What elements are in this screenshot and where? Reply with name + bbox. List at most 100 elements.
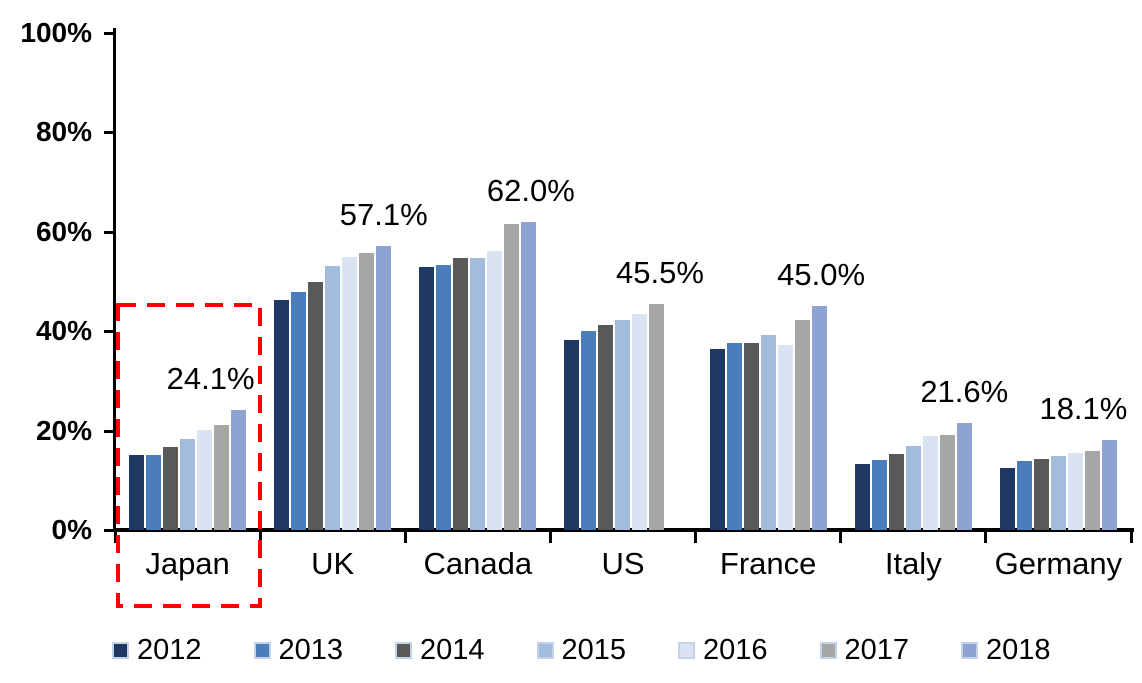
legend-swatch-icon — [112, 641, 129, 659]
y-axis-tick-label: 20% — [35, 414, 92, 446]
y-axis-tick — [104, 330, 114, 334]
bar-canada-2016 — [487, 250, 503, 530]
legend-swatch-icon — [961, 641, 978, 659]
y-axis-tick — [104, 230, 114, 234]
bar-germany-2018 — [1101, 440, 1117, 530]
bar-us-2014 — [598, 325, 614, 530]
legend-item-2012: 2012 — [112, 630, 202, 670]
legend: 2012 2013 2014 2015 2016 2017 2018 — [0, 630, 1142, 670]
bar-france-2013 — [726, 343, 742, 530]
x-axis-label-us: US — [601, 546, 645, 581]
legend-label: 2013 — [278, 633, 344, 666]
y-axis-tick — [104, 131, 114, 135]
x-axis-label-canada: Canada — [423, 546, 533, 581]
legend-label: 2012 — [137, 633, 202, 666]
legend-swatch-icon — [395, 641, 412, 659]
bar-canada-2013 — [436, 264, 452, 530]
legend-swatch-icon — [253, 641, 271, 659]
legend-label: 2018 — [986, 633, 1051, 666]
legend-label: 2014 — [420, 633, 485, 666]
bar-germany-2016 — [1067, 452, 1083, 530]
bar-france-2016 — [777, 344, 793, 530]
bar-germany-2014 — [1033, 458, 1049, 530]
legend-swatch-icon — [536, 641, 554, 659]
legend-item-2017: 2017 — [819, 630, 910, 670]
bar-group-us: 45.5% — [550, 33, 704, 530]
x-axis-label-france: France — [719, 546, 817, 581]
bar-us-2017 — [649, 303, 665, 530]
value-label-italy: 21.6% — [920, 373, 1009, 409]
bar-canada-2018 — [521, 221, 537, 530]
bar-germany-2017 — [1084, 450, 1100, 530]
y-axis-tick-label: 0% — [51, 514, 92, 545]
bar-group-uk: 57.1% — [260, 33, 428, 530]
x-axis-labels: Japan UK Canada US France Italy Germany — [115, 546, 1131, 582]
legend-label: 2017 — [844, 633, 910, 666]
bar-uk-2015 — [325, 265, 341, 530]
legend-item-2015: 2015 — [536, 630, 627, 670]
bar-canada-2015 — [470, 258, 486, 530]
bar-france-2012 — [709, 349, 725, 530]
bar-canada-2017 — [504, 223, 520, 530]
bar-group-canada: 62.0% — [405, 33, 575, 530]
bar-uk-2017 — [359, 252, 375, 530]
bar-uk-2018 — [376, 246, 392, 530]
legend-label: 2015 — [561, 633, 627, 666]
bar-us-2015 — [615, 320, 631, 530]
value-label-france: 45.0% — [777, 257, 866, 293]
bar-germany-2012 — [999, 467, 1015, 530]
bar-canada-2012 — [419, 267, 435, 530]
bar-italy-2015 — [905, 446, 921, 530]
legend-item-2014: 2014 — [395, 630, 485, 670]
x-axis-tick — [1129, 530, 1133, 543]
bar-us-2016 — [632, 313, 648, 530]
bar-italy-2013 — [871, 459, 887, 530]
bar-italy-2018 — [956, 422, 972, 530]
bar-us-2013 — [581, 331, 597, 530]
bar-japan-2012 — [129, 455, 145, 530]
value-label-germany: 18.1% — [1039, 391, 1128, 427]
bar-group-germany: 18.1% — [986, 33, 1131, 530]
legend-label: 2016 — [703, 633, 768, 666]
bar-uk-2012 — [274, 299, 290, 530]
x-axis-line — [113, 528, 1134, 532]
y-axis-tick-label: 40% — [35, 315, 92, 347]
bar-germany-2015 — [1050, 455, 1066, 530]
y-axis-tick — [104, 429, 114, 433]
y-axis-tick-label: 100% — [20, 17, 92, 48]
bar-group-italy: 21.6% — [841, 33, 1008, 530]
legend-swatch-icon — [819, 641, 837, 659]
x-axis-tick — [403, 530, 407, 543]
bar-france-2014 — [743, 343, 759, 530]
value-label-uk: 57.1% — [339, 197, 428, 233]
bar-italy-2012 — [854, 464, 870, 530]
bar-italy-2016 — [922, 435, 938, 530]
legend-item-2016: 2016 — [678, 630, 768, 670]
bar-uk-2014 — [308, 281, 324, 530]
plot-area: 24.1% 57.1% 62.0% 45.5% 45.0% 21.6% 18.1% — [104, 28, 1134, 543]
y-axis-line — [113, 28, 116, 532]
x-axis-tick — [113, 530, 117, 543]
y-axis-tick — [104, 529, 114, 532]
bar-groups: 24.1% 57.1% 62.0% 45.5% 45.0% 21.6% 18.1% — [115, 33, 1131, 530]
bar-japan-2018 — [231, 410, 247, 530]
legend-swatch-icon — [678, 641, 695, 659]
x-axis-tick — [548, 530, 552, 543]
x-axis-tick — [984, 530, 988, 543]
x-axis-tick — [694, 530, 698, 543]
value-label-japan: 24.1% — [166, 361, 255, 397]
bar-canada-2014 — [453, 257, 469, 530]
x-axis-tick — [839, 530, 843, 543]
bar-japan-2015 — [180, 439, 196, 530]
x-axis-label-italy: Italy — [884, 546, 942, 581]
bar-japan-2014 — [163, 446, 179, 530]
value-label-us: 45.5% — [616, 254, 704, 290]
bar-group-japan: 24.1% — [115, 33, 260, 530]
bar-japan-2017 — [214, 425, 230, 530]
bar-france-2018 — [811, 306, 827, 530]
bar-uk-2013 — [291, 291, 307, 530]
bar-group-france: 45.0% — [696, 33, 865, 530]
y-axis-tick-label: 60% — [35, 215, 92, 247]
y-axis-tick-label: 80% — [35, 116, 92, 148]
